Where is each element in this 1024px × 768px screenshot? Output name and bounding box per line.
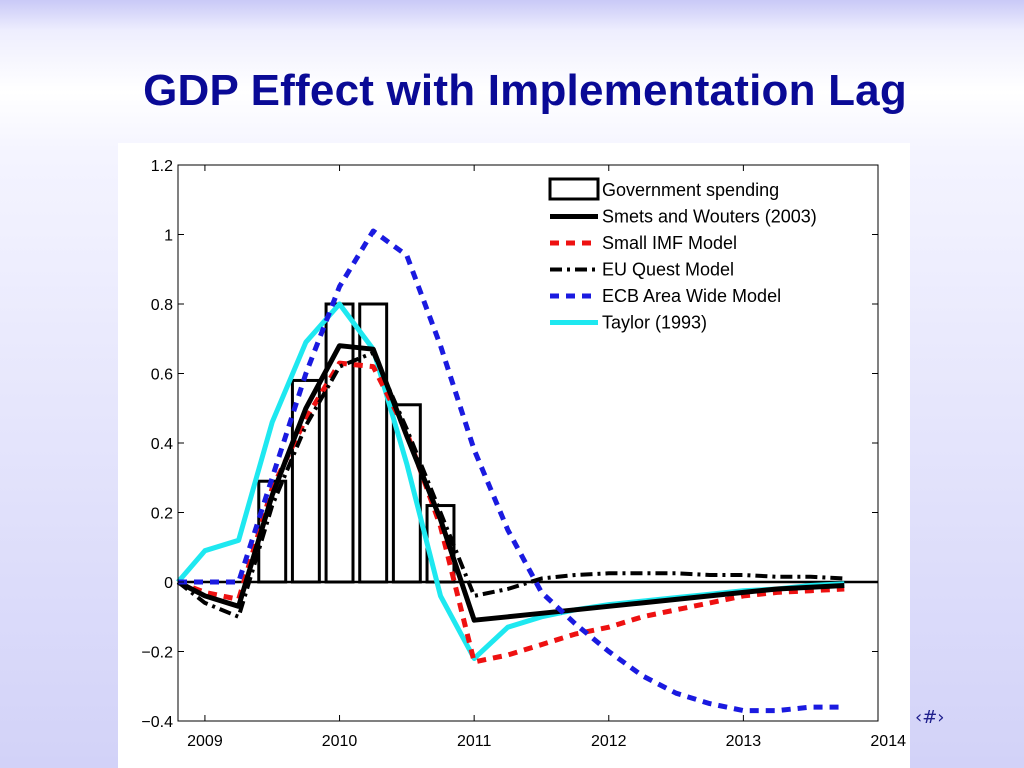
y-tick-label: 0 xyxy=(164,575,173,592)
legend-swatch-government-spending xyxy=(548,177,600,201)
series-line-small-imf-model xyxy=(177,360,845,665)
y-tick-label: 0.6 xyxy=(151,367,173,384)
slide-title: GDP Effect with Implementation Lag xyxy=(143,66,907,115)
slide-number: ‹#› xyxy=(915,707,945,728)
ticks-layer: −0.4 −0.2 0 0.2 0.4 0.6 0.8 1 1.2 2009 2010 2011 201… xyxy=(141,158,906,750)
series-line-smets-and-wouters-2003 xyxy=(176,343,845,623)
legend-label-taylor-1993: Taylor (1993) xyxy=(602,313,707,333)
legend-label-smets-and-wouters-2003: Smets and Wouters (2003) xyxy=(602,207,817,227)
y-tick-label: −0.4 xyxy=(141,714,173,731)
y-tick-label: 0.4 xyxy=(151,436,173,453)
legend-label-ecb-area-wide-model: ECB Area Wide Model xyxy=(602,286,781,306)
x-tick-label: 2010 xyxy=(322,733,358,750)
y-tick-label: −0.2 xyxy=(141,645,173,662)
gdp-effect-chart: −0.4 −0.2 0 0.2 0.4 0.6 0.8 1 1.2 2009 2010 2011 201… xyxy=(118,143,910,768)
legend-label-eu-quest-model: EU Quest Model xyxy=(602,260,734,280)
series-line-eu-quest-model xyxy=(176,350,845,619)
x-tick-label: 2009 xyxy=(187,733,223,750)
legend-label-small-imf-model: Small IMF Model xyxy=(602,233,737,253)
x-tick-label: 2014 xyxy=(870,733,906,750)
y-tick-label: 1 xyxy=(164,228,173,245)
y-tick-label: 1.2 xyxy=(151,158,173,175)
legend: Government spending Smets and Wouters (20… xyxy=(548,177,817,333)
y-tick-label: 0.8 xyxy=(151,297,173,314)
x-tick-label: 2012 xyxy=(591,733,627,750)
legend-label-government-spending: Government spending xyxy=(602,180,779,200)
lines-layer xyxy=(176,228,845,714)
x-tick-label: 2013 xyxy=(726,733,762,750)
y-tick-label: 0.2 xyxy=(151,506,173,523)
series-line-ecb-area-wide-model xyxy=(178,228,845,714)
x-tick-label: 2011 xyxy=(457,733,492,750)
chart-canvas xyxy=(118,143,910,768)
